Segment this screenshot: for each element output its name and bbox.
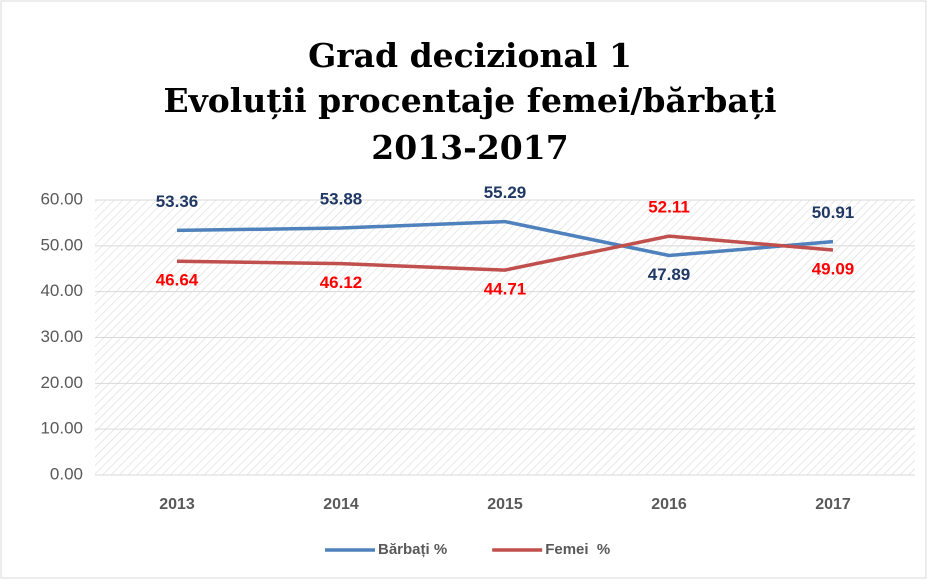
- legend-label: Femei %: [545, 541, 610, 558]
- data-label: 44.71: [484, 280, 527, 299]
- y-tick-label: 10.00: [40, 419, 83, 438]
- x-tick-label: 2013: [159, 496, 195, 513]
- y-tick-label: 40.00: [40, 281, 83, 300]
- y-tick-label: 30.00: [40, 327, 83, 346]
- y-tick-label: 50.00: [40, 235, 83, 254]
- x-tick-label: 2017: [815, 496, 851, 513]
- y-tick-label: 20.00: [40, 373, 83, 392]
- data-label: 52.11: [648, 198, 690, 217]
- series-line: [176, 234, 834, 272]
- chart-title: Grad decizional 1: [308, 36, 632, 75]
- data-label: 46.64: [156, 271, 199, 290]
- y-tick-label: 60.00: [40, 189, 83, 208]
- data-label: 46.12: [320, 273, 363, 292]
- chart-title: Evoluții procentaje femei/bărbați: [163, 81, 776, 120]
- data-label: 53.88: [320, 190, 363, 209]
- data-label: 49.09: [812, 259, 855, 278]
- y-tick-label: 0.00: [50, 464, 83, 483]
- data-label: 55.29: [484, 183, 527, 202]
- x-tick-label: 2015: [487, 496, 523, 513]
- x-tick-label: 2016: [651, 496, 687, 513]
- x-tick-label: 2014: [323, 496, 359, 513]
- data-label: 47.89: [648, 265, 691, 284]
- chart-title: 2013-2017: [371, 128, 568, 167]
- data-label: 50.91: [812, 203, 855, 222]
- data-label: 53.36: [156, 192, 199, 211]
- series-line: [176, 219, 834, 258]
- legend-label: Bărbați %: [378, 541, 447, 558]
